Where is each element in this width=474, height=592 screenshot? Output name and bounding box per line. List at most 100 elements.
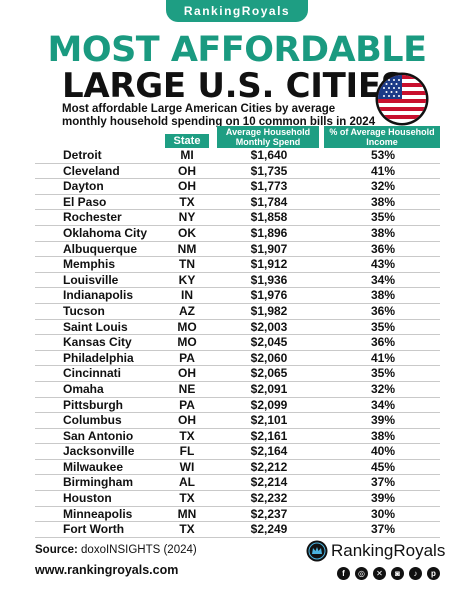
- state-cell: PA: [179, 350, 195, 365]
- spend-cell: $1,976: [250, 288, 288, 303]
- spend-cell: $2,065: [250, 366, 288, 381]
- city-cell: Indianapolis: [63, 288, 134, 303]
- city-cell: Albuquerque: [63, 241, 137, 256]
- state-cell: IN: [181, 288, 193, 303]
- city-cell: Oklahoma City: [63, 225, 148, 240]
- state-cell: KY: [178, 272, 196, 287]
- state-cell: OH: [178, 179, 196, 194]
- pct-cell: 37%: [370, 522, 396, 537]
- table-row: Milwaukee WI $2,212 45%: [35, 460, 440, 476]
- pct-cell: 45%: [370, 459, 396, 474]
- subtitle: Most affordable Large American Cities by…: [62, 103, 376, 128]
- table-row: Louisville KY $1,936 34%: [35, 273, 440, 289]
- pct-cell: 38%: [370, 225, 396, 240]
- state-cell: MN: [177, 506, 197, 521]
- state-cell: AL: [179, 475, 195, 490]
- cities-table: Detroit MI $1,640 53% Cleveland OH $1,735 41% Da…: [35, 148, 440, 538]
- city-cell: Columbus: [63, 413, 122, 428]
- table-row: Philadelphia PA $2,060 41%: [35, 351, 440, 367]
- source-value: doxoINSIGHTS (2024): [81, 544, 197, 556]
- spend-cell: $1,907: [250, 241, 288, 256]
- spend-cell: $2,060: [250, 350, 288, 365]
- city-cell: Jacksonville: [63, 444, 135, 459]
- spend-cell: $2,045: [250, 335, 288, 350]
- spend-cell: $1,640: [250, 148, 288, 162]
- state-cell: OH: [178, 413, 196, 428]
- pinterest-icon[interactable]: p: [427, 567, 440, 580]
- table-row: Minneapolis MN $2,237 30%: [35, 507, 440, 523]
- instagram-icon[interactable]: ◎: [355, 567, 368, 580]
- pct-cell: 41%: [370, 163, 396, 178]
- city-cell: Fort Worth: [63, 522, 125, 537]
- spend-cell: $1,858: [250, 210, 288, 225]
- state-cell: NE: [178, 381, 196, 396]
- page-title-line1: MOST AFFORDABLE: [47, 30, 428, 70]
- table-row: Cleveland OH $1,735 41%: [35, 164, 440, 180]
- spend-cell: $2,091: [250, 381, 288, 396]
- brand-banner: RankingRoyals: [166, 0, 308, 22]
- city-cell: Pittsburgh: [63, 397, 123, 412]
- city-cell: Kansas City: [63, 335, 132, 350]
- spend-cell: $1,912: [250, 257, 288, 272]
- spend-cell: $1,982: [250, 303, 288, 318]
- source-label: Source:: [35, 544, 78, 556]
- table-row: Jacksonville FL $2,164 40%: [35, 444, 440, 460]
- city-cell: Minneapolis: [63, 506, 133, 521]
- city-cell: Rochester: [63, 210, 122, 225]
- state-cell: TX: [179, 491, 195, 506]
- table-row: Kansas City MO $2,045 36%: [35, 335, 440, 351]
- pct-cell: 38%: [370, 288, 396, 303]
- spend-cell: $1,773: [250, 179, 288, 194]
- table-row: San Antonio TX $2,161 38%: [35, 429, 440, 445]
- us-flag-icon: [375, 72, 429, 126]
- state-cell: OH: [178, 366, 196, 381]
- pct-cell: 38%: [370, 194, 396, 209]
- table-row: Detroit MI $1,640 53%: [35, 148, 440, 164]
- logo-text: RankingRoyals: [331, 541, 446, 560]
- tiktok-icon[interactable]: ♪: [409, 567, 422, 580]
- state-cell: TX: [179, 194, 195, 209]
- facebook-icon[interactable]: f: [337, 567, 350, 580]
- column-header-pct: % of Average Household Income: [324, 126, 440, 148]
- city-cell: Birmingham: [63, 475, 134, 490]
- state-cell: AZ: [179, 303, 195, 318]
- social-icons: f ◎ ✕ ◙ ♪ p: [337, 567, 440, 580]
- state-cell: WI: [179, 459, 195, 474]
- table-row: Birmingham AL $2,214 37%: [35, 475, 440, 492]
- table-row: Albuquerque NM $1,907 36%: [35, 242, 440, 258]
- pct-cell: 32%: [370, 179, 396, 194]
- pct-cell: 32%: [370, 381, 396, 396]
- website-link[interactable]: www.rankingroyals.com: [35, 563, 179, 577]
- state-cell: MO: [177, 335, 197, 350]
- city-cell: Cincinnati: [63, 366, 122, 381]
- table-row: Omaha NE $2,091 32%: [35, 382, 440, 398]
- state-cell: OH: [178, 163, 196, 178]
- table-row: El Paso TX $1,784 38%: [35, 195, 440, 211]
- pct-cell: 36%: [370, 241, 396, 256]
- pct-cell: 30%: [370, 506, 396, 521]
- x-icon[interactable]: ✕: [373, 567, 386, 580]
- pct-cell: 39%: [370, 491, 396, 506]
- page-title-line2: LARGE U.S. CITIES: [62, 66, 405, 106]
- column-header-spend: Average Household Monthly Spend: [217, 126, 319, 148]
- spend-cell: $2,101: [250, 413, 288, 428]
- city-cell: Detroit: [63, 148, 102, 162]
- state-cell: TN: [179, 257, 195, 272]
- pct-cell: 35%: [370, 366, 396, 381]
- pct-cell: 43%: [370, 257, 396, 272]
- spend-cell: $2,249: [250, 522, 288, 537]
- spend-cell: $2,003: [250, 319, 288, 334]
- city-cell: Cleveland: [63, 163, 120, 178]
- spend-cell: $2,099: [250, 397, 288, 412]
- table-row: Cincinnati OH $2,065 35%: [35, 366, 440, 382]
- city-cell: Dayton: [63, 179, 104, 194]
- city-cell: Memphis: [63, 257, 116, 272]
- spend-cell: $1,896: [250, 225, 288, 240]
- pct-cell: 38%: [370, 428, 396, 443]
- spend-cell: $1,936: [250, 272, 288, 287]
- instagram-alt-icon[interactable]: ◙: [391, 567, 404, 580]
- source-line: Source: doxoINSIGHTS (2024): [35, 544, 197, 556]
- spend-cell: $2,164: [250, 444, 288, 459]
- pct-cell: 40%: [370, 444, 396, 459]
- spend-cell: $2,237: [250, 506, 288, 521]
